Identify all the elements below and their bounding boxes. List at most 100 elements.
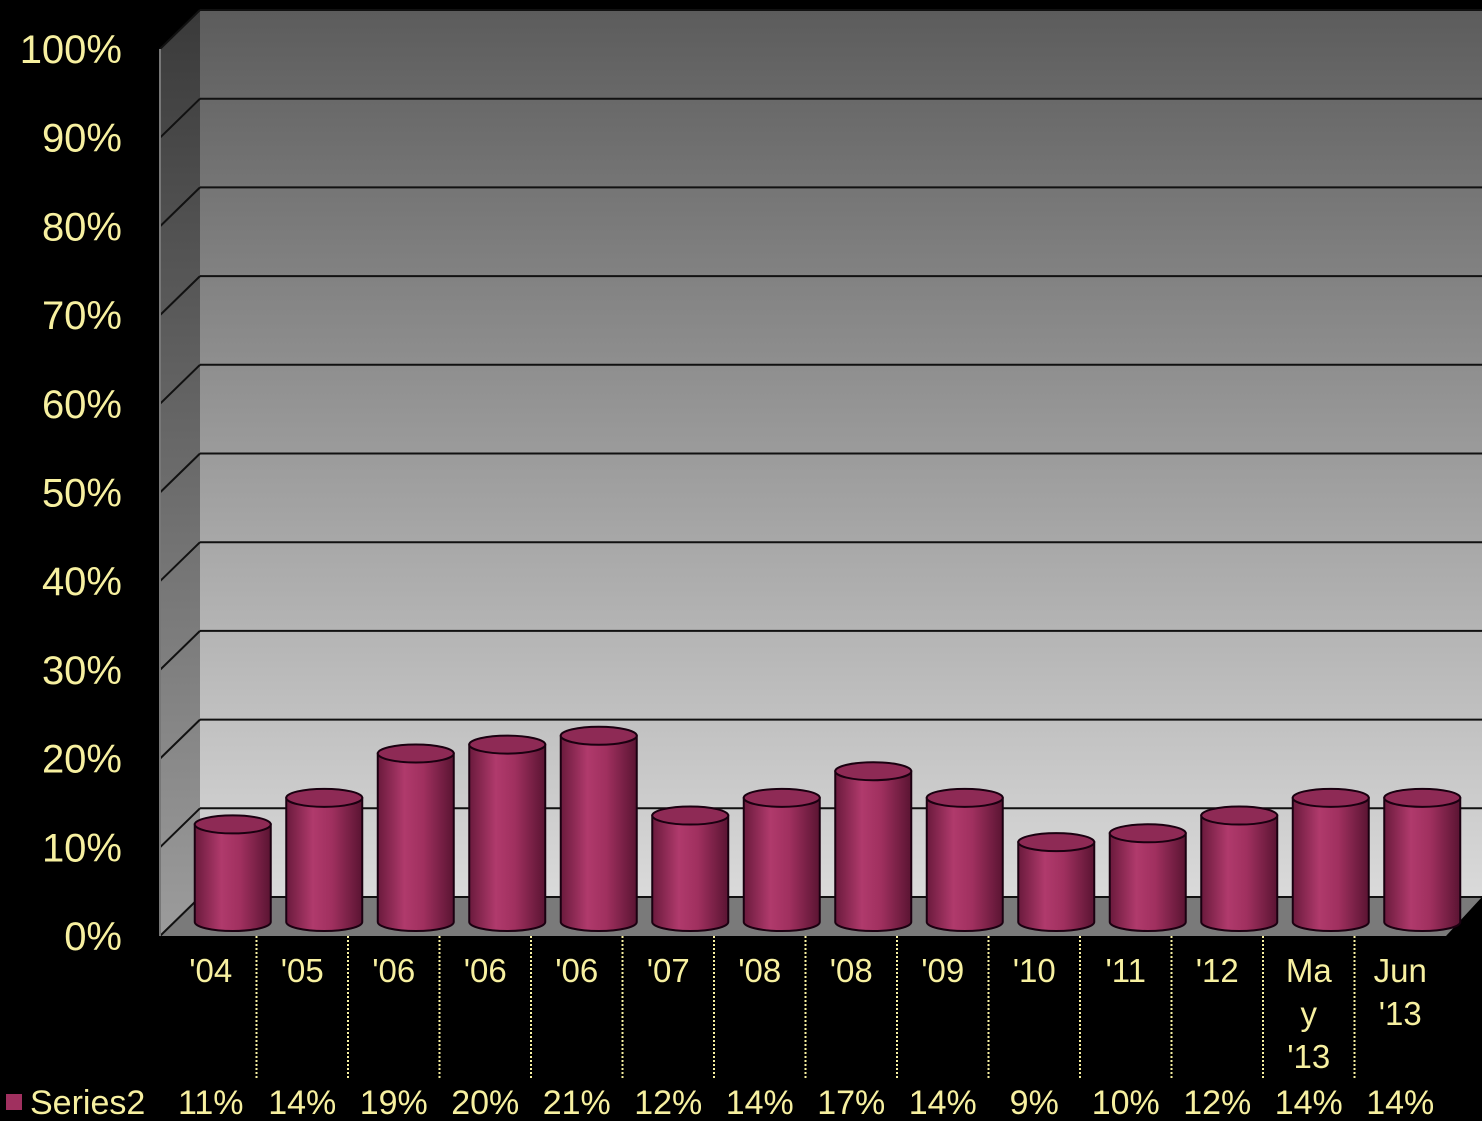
bar <box>1017 832 1096 932</box>
bar-body <box>1291 796 1370 932</box>
y-tick-label: 10% <box>42 826 122 870</box>
data-label: 14% <box>726 1084 794 1121</box>
x-tick-label: '04 <box>189 952 232 989</box>
data-label: 14% <box>1366 1084 1434 1121</box>
x-tick-label: '13 <box>1287 1038 1330 1075</box>
gridline-side <box>159 452 201 494</box>
bar-top <box>285 787 364 808</box>
gridline-side <box>159 630 201 671</box>
y-tick-label: 70% <box>42 294 122 338</box>
bar <box>1108 823 1187 932</box>
bar-top <box>376 743 455 764</box>
y-tick-label: 100% <box>20 28 122 72</box>
x-tick-label: Jun <box>1374 952 1427 989</box>
bar-body <box>376 752 455 932</box>
bar <box>742 787 821 932</box>
bar <box>1383 787 1462 932</box>
bar-body <box>742 796 821 932</box>
bar-top <box>742 787 821 808</box>
bar-body <box>1108 832 1187 932</box>
data-label: 11% <box>178 1084 244 1121</box>
bar <box>1200 805 1279 932</box>
bar-top <box>1017 832 1096 853</box>
bar <box>925 787 1004 932</box>
x-tick-label: '09 <box>921 952 964 989</box>
bar-body <box>193 823 272 932</box>
gridline-side <box>159 364 201 405</box>
bar-top <box>1383 787 1462 808</box>
y-tick-label: 80% <box>42 205 122 249</box>
bar-top <box>1200 805 1279 826</box>
data-label: 12% <box>1183 1084 1251 1121</box>
gridline-side <box>159 275 201 316</box>
bar-body <box>1017 841 1096 932</box>
x-tick-label: '12 <box>1196 952 1239 989</box>
bar-body <box>1383 796 1462 932</box>
gridline-side <box>159 186 201 228</box>
y-tick-label: 40% <box>42 560 122 604</box>
bar-top <box>834 761 913 782</box>
gridline-side <box>159 718 201 760</box>
y-tick-label: 20% <box>42 738 122 782</box>
bar-body <box>559 734 638 932</box>
gridline-side <box>159 896 201 937</box>
bar-top <box>1108 823 1187 844</box>
bar-top <box>468 734 547 755</box>
y-tick-label: 90% <box>42 117 122 161</box>
y-tick-label: 50% <box>42 472 122 516</box>
x-tick-label: y <box>1301 995 1318 1032</box>
bar <box>468 734 547 932</box>
data-label: 14% <box>268 1084 336 1121</box>
bar-body <box>925 796 1004 932</box>
data-label: 9% <box>1010 1084 1059 1121</box>
bar <box>1291 787 1370 932</box>
x-tick-label: Ma <box>1286 952 1332 989</box>
x-tick-label: '13 <box>1379 995 1422 1032</box>
legend: Series2 <box>6 1084 145 1121</box>
y-tick-label: 60% <box>42 383 122 427</box>
gridline-side <box>159 807 201 849</box>
x-tick-label: '06 <box>372 952 415 989</box>
bar <box>285 787 364 932</box>
bar-body <box>651 814 730 932</box>
y-axis: 0% 10% 20% 30% 40% 50% 60% 70% 80% 90% 100% <box>20 28 161 959</box>
x-tick-label: '08 <box>738 952 781 989</box>
bar <box>376 743 455 932</box>
bar-body <box>834 770 913 932</box>
bar-top <box>925 787 1004 808</box>
bar-body <box>1200 814 1279 932</box>
x-tick-label: '11 <box>1105 952 1146 989</box>
x-tick-label: '05 <box>281 952 324 989</box>
y-tick-label: 0% <box>64 915 122 959</box>
bar-body <box>285 796 364 932</box>
data-label: 12% <box>634 1084 702 1121</box>
bar-body <box>468 743 547 932</box>
gridline-side <box>159 9 201 50</box>
data-label: 19% <box>360 1084 428 1121</box>
gridline-side <box>159 97 201 139</box>
data-label: 14% <box>1275 1084 1343 1121</box>
legend-label: Series2 <box>30 1084 145 1121</box>
data-label: 17% <box>817 1084 885 1121</box>
bar <box>834 761 913 932</box>
data-label: 10% <box>1092 1084 1160 1121</box>
bar-top <box>1291 787 1370 808</box>
x-tick-label: '08 <box>830 952 873 989</box>
bar-top <box>193 814 272 835</box>
x-tick-label: '07 <box>647 952 690 989</box>
bar <box>651 805 730 932</box>
data-label: 20% <box>451 1084 519 1121</box>
data-label: 21% <box>543 1084 611 1121</box>
x-axis-table: '04 11% '05 14% '06 19% '06 20% '06 21% '07 12% '08 1… <box>178 936 1434 1121</box>
bar-top <box>559 725 638 746</box>
bar-top <box>651 805 730 826</box>
x-tick-label: '06 <box>464 952 507 989</box>
y-tick-label: 30% <box>42 649 122 693</box>
gridline-side <box>159 541 201 582</box>
x-tick-label: '10 <box>1013 952 1056 989</box>
bars <box>193 725 1462 932</box>
bar <box>193 814 272 932</box>
x-tick-label: '06 <box>555 952 598 989</box>
legend-swatch <box>6 1094 22 1110</box>
